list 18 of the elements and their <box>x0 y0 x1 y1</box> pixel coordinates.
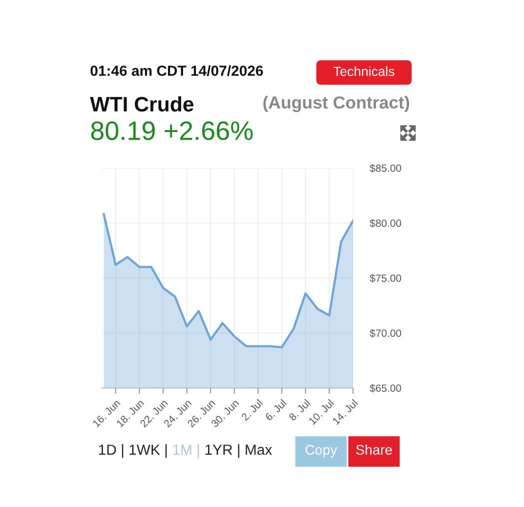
text: Technicals <box>334 66 394 76</box>
text: 1D | 1WK | <box>99 444 167 458</box>
text: 80.19 +2.66% <box>91 121 253 140</box>
y-tick-label: $65.00 <box>370 384 402 392</box>
y-tick-label: $85.00 <box>370 164 402 172</box>
chart-subtitle: (August Contract) <box>263 96 410 112</box>
text: 01:46 am CDT 14/07/2026 <box>90 65 263 76</box>
text: Share <box>356 444 392 455</box>
text: Copy <box>305 444 338 458</box>
x-tick-label: 6. Jul <box>264 398 287 422</box>
text: 1M | <box>173 444 199 458</box>
x-tick-label: 2. Jul <box>240 398 263 422</box>
chart-title: WTI Crude <box>90 96 194 112</box>
x-tick-label: 8. Jul <box>288 398 310 422</box>
y-tick-label: $75.00 <box>370 274 402 282</box>
y-tick-label: $70.00 <box>370 329 402 338</box>
y-tick-label: $80.00 <box>370 219 402 228</box>
text: 1YR | Max <box>205 444 272 458</box>
